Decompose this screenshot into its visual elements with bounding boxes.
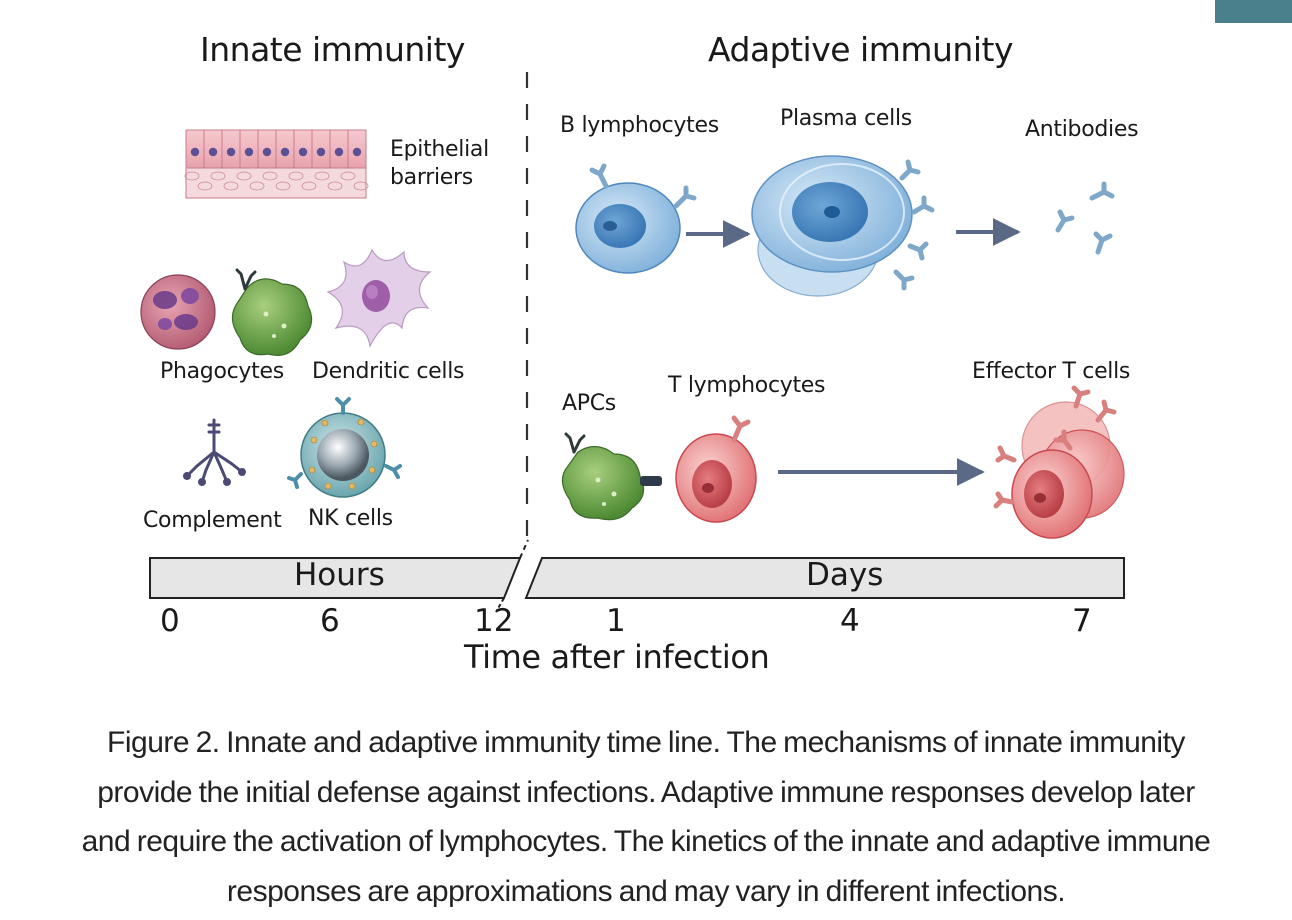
dendritic-cells-label: Dendritic cells [312, 359, 465, 384]
tick-label: 1 [606, 603, 626, 639]
caption-line: Figure 2. Innate and adaptive immunity t… [107, 726, 1185, 759]
nk-cells-label: NK cells [308, 506, 393, 531]
b-lymphocyte-icon [575, 163, 697, 274]
antibody-icon [1055, 181, 1115, 255]
time-axis-label: Time after infection [464, 638, 770, 676]
apcs-label: APCs [562, 391, 616, 416]
immunity-diagram [140, 72, 1125, 613]
figure-caption: Figure 2. Innate and adaptive immunity t… [0, 718, 1292, 916]
phagocyte-macrophage-icon [231, 268, 313, 356]
antibodies-label: Antibodies [1025, 117, 1139, 142]
innate-immunity-title: Innate immunity [200, 30, 465, 69]
adaptive-immunity-title: Adaptive immunity [708, 30, 1013, 69]
epithelial-barrier-icon [184, 129, 369, 199]
caption-line: provide the initial defense against infe… [97, 775, 1195, 809]
effector-t-cells-icon [993, 385, 1125, 539]
nk-cell-icon [287, 397, 402, 498]
complement-protein-icon [183, 418, 246, 486]
tick-label: 0 [160, 603, 180, 639]
epithelial-label-line1: Epithelial [390, 137, 489, 162]
caption-line: and require the activation of lymphocyte… [81, 825, 1211, 858]
tick-label: 12 [474, 603, 514, 639]
tick-label: 7 [1072, 603, 1092, 639]
caption-line: responses are approximations and may var… [226, 874, 1066, 908]
apc-icon [561, 432, 662, 521]
corner-tab [1215, 0, 1292, 23]
days-label: Days [806, 557, 884, 593]
timeline-bar [149, 539, 1125, 613]
plasma-cells-label: Plasma cells [780, 106, 912, 131]
b-lymphocytes-label: B lymphocytes [560, 113, 719, 138]
complement-label: Complement [143, 508, 282, 533]
t-lymphocytes-label: T lymphocytes [668, 373, 826, 398]
hours-label: Hours [294, 557, 385, 593]
dendritic-cell-icon [326, 248, 432, 348]
tick-label: 6 [320, 603, 340, 639]
epithelial-label-line2: barriers [390, 165, 473, 190]
effector-t-cells-label: Effector T cells [972, 359, 1131, 384]
phagocyte-neutrophil-icon [140, 274, 216, 350]
t-lymphocyte-icon [675, 415, 757, 523]
plasma-cell-icon [751, 155, 935, 297]
tick-label: 4 [840, 603, 860, 639]
phagocytes-label: Phagocytes [160, 359, 284, 384]
